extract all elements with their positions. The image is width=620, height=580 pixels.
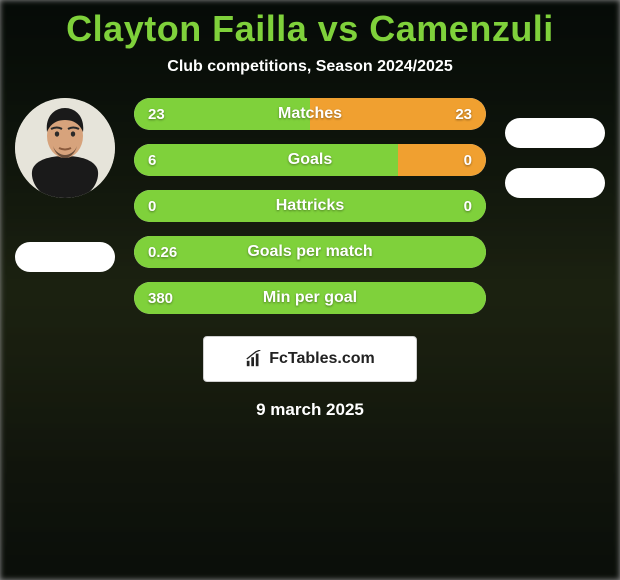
- stat-row-hattricks: 0 Hattricks 0: [134, 190, 486, 222]
- stat-label: Goals: [134, 151, 486, 169]
- player-right-column: [500, 98, 610, 198]
- brand-text: FcTables.com: [269, 350, 375, 368]
- player-right-country-pill-top: [505, 118, 605, 148]
- stat-label: Min per goal: [134, 289, 486, 307]
- stat-right-value: 0: [464, 198, 472, 215]
- stat-row-matches: 23 Matches 23: [134, 98, 486, 130]
- stat-right-value: 23: [455, 106, 472, 123]
- stat-row-goals-per-match: 0.26 Goals per match: [134, 236, 486, 268]
- stat-row-goals: 6 Goals 0: [134, 144, 486, 176]
- stat-label: Matches: [134, 105, 486, 123]
- comparison-subtitle: Club competitions, Season 2024/2025: [167, 58, 452, 76]
- main-row: 23 Matches 23 6 Goals 0 0 Hattricks 0: [0, 98, 620, 314]
- player-left-country-pill: [15, 242, 115, 272]
- brand-box[interactable]: FcTables.com: [203, 336, 417, 382]
- stats-list: 23 Matches 23 6 Goals 0 0 Hattricks 0: [134, 98, 486, 314]
- stat-right-value: 0: [464, 152, 472, 169]
- player-right-country-pill-bottom: [505, 168, 605, 198]
- avatar-left-illustration: [15, 98, 115, 198]
- player-left-avatar: [15, 98, 115, 198]
- comparison-title: Clayton Failla vs Camenzuli: [66, 8, 554, 50]
- comparison-date: 9 march 2025: [256, 400, 364, 420]
- chart-icon: [245, 350, 263, 368]
- player-left-column: [10, 98, 120, 272]
- stat-row-min-per-goal: 380 Min per goal: [134, 282, 486, 314]
- content-container: Clayton Failla vs Camenzuli Club competi…: [0, 0, 620, 580]
- stat-label: Goals per match: [134, 243, 486, 261]
- stat-label: Hattricks: [134, 197, 486, 215]
